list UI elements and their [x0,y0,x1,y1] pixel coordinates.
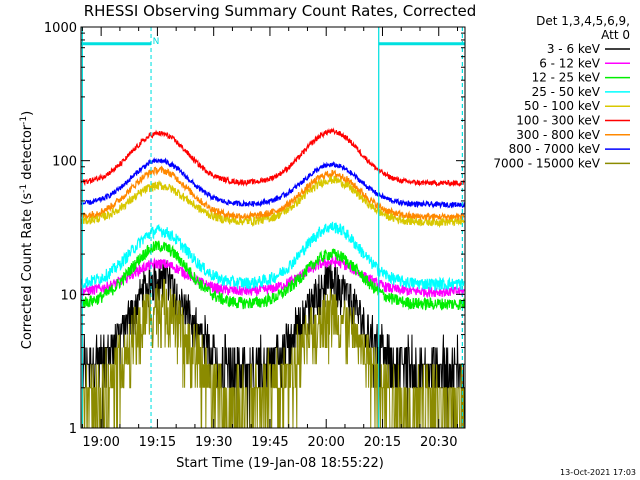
series-line-6 [81,165,465,221]
plot-frame [80,26,466,429]
series-group [81,27,465,429]
y-tick-label: 100 [52,155,77,170]
legend-header-line-1: Det 1,3,4,5,6,9, [536,14,630,28]
legend-entry-label: 3 - 6 keV [547,42,601,56]
legend-entry-label: 100 - 300 keV [516,114,600,128]
y-tick-label: 10 [60,288,77,303]
legend-entry-label: 25 - 50 keV [532,85,601,99]
legend-entry-label: 7000 - 15000 keV [493,156,600,170]
x-tick-label: 20:15 [364,435,401,450]
legend-entry-label: 300 - 800 keV [516,128,600,142]
x-tick-label: 19:00 [82,435,119,450]
x-tick-label: 19:15 [139,435,176,450]
annotation-n: N [153,37,160,47]
x-axis-ticks: 19:00 19:15 19:30 19:45 20:00 20:15 20:30 [81,27,458,450]
series-line-2 [81,240,465,311]
legend-entry-label: 50 - 100 keV [524,99,601,113]
series-line-1 [81,255,465,299]
chart-title: RHESSI Observing Summary Count Rates, Co… [84,2,477,20]
legend-header-line-2: Att 0 [601,28,630,42]
series-line-7 [81,157,465,210]
series-line-5 [81,127,465,188]
series-line-8 [81,279,465,429]
x-tick-label: 20:00 [307,435,344,450]
y-axis-label: Corrected Count Rate (s-1 detector-1) [19,111,35,349]
x-axis-label: Start Time (19-Jan-08 18:55:22) [176,456,384,471]
x-tick-label: 20:30 [420,435,457,450]
legend-entry-label: 6 - 12 keV [539,56,601,70]
y-axis-ticks: 1 10 100 1000 [44,21,465,437]
y-tick-label: 1000 [44,21,77,36]
y-tick-label: 1 [69,422,77,437]
timestamp: 13-Oct-2021 17:03 [560,468,636,477]
legend-entry-label: 12 - 25 keV [532,71,601,85]
series-line-4 [81,175,465,229]
x-tick-label: 19:30 [195,435,232,450]
legend-entry-label: 800 - 7000 keV [509,142,601,156]
series-line-3 [81,221,465,292]
x-tick-label: 19:45 [251,435,288,450]
